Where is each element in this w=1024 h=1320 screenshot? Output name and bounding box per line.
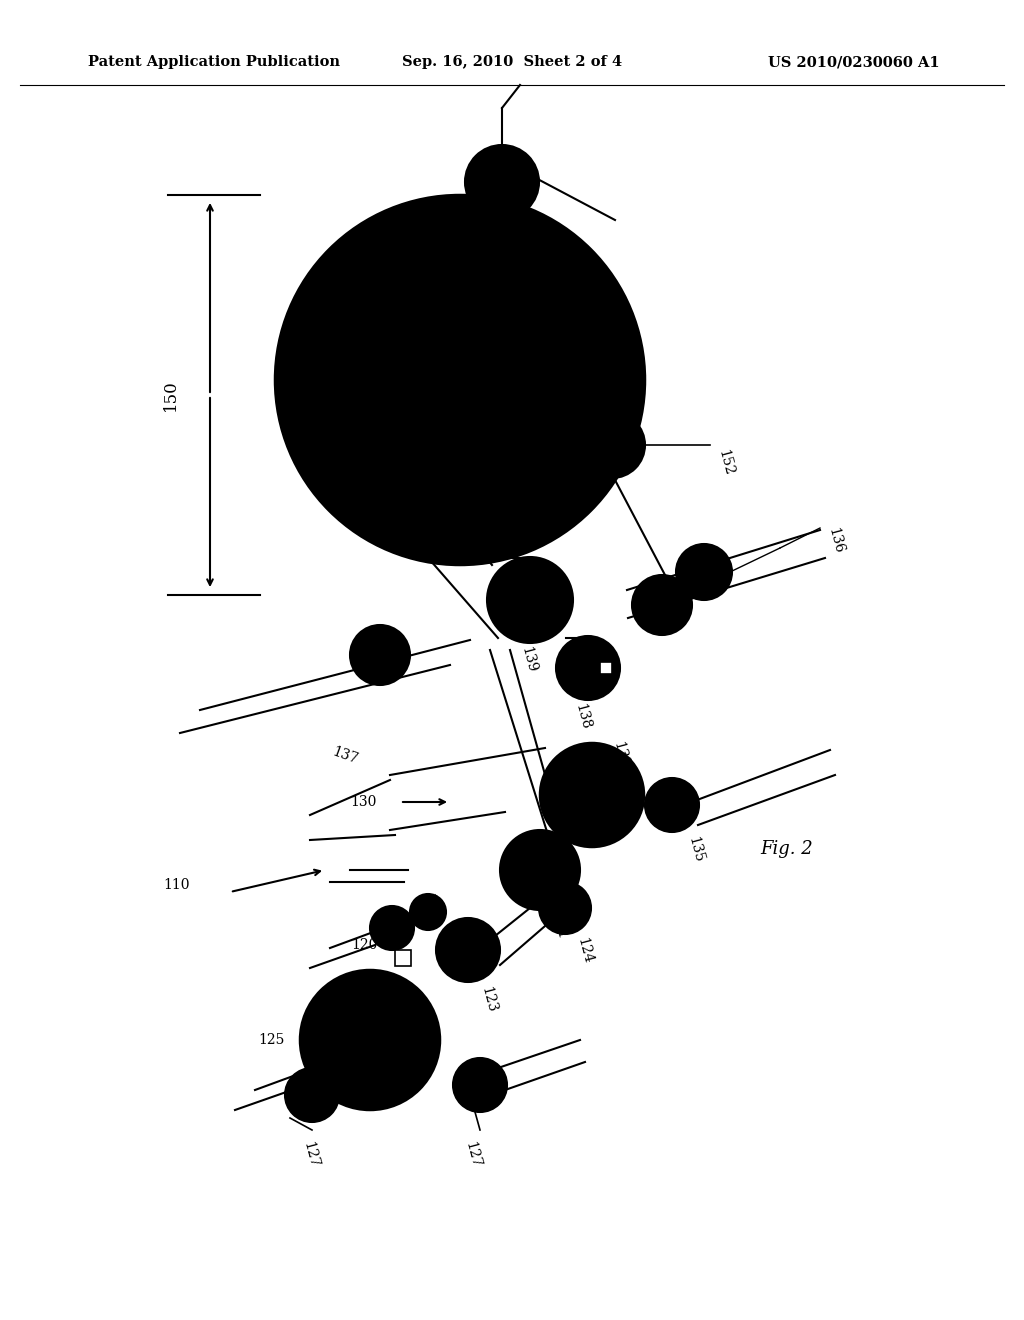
Bar — [395, 950, 411, 966]
Text: 127: 127 — [462, 1140, 482, 1170]
Circle shape — [540, 743, 644, 847]
Circle shape — [556, 636, 620, 700]
Text: 135: 135 — [685, 836, 706, 865]
Bar — [600, 663, 612, 675]
Circle shape — [632, 576, 692, 635]
Circle shape — [676, 544, 732, 601]
Text: 152: 152 — [715, 447, 735, 477]
Text: Fig. 2: Fig. 2 — [760, 840, 813, 858]
Text: 126: 126 — [420, 892, 440, 921]
Text: Sep. 16, 2010  Sheet 2 of 4: Sep. 16, 2010 Sheet 2 of 4 — [402, 55, 622, 69]
Circle shape — [370, 906, 414, 950]
Text: 131: 131 — [548, 912, 568, 941]
Text: 139: 139 — [518, 645, 539, 675]
Circle shape — [487, 557, 573, 643]
Circle shape — [465, 145, 539, 219]
Circle shape — [579, 412, 645, 478]
Text: 125: 125 — [259, 1034, 285, 1047]
Text: 127: 127 — [300, 1140, 321, 1170]
Circle shape — [645, 777, 699, 832]
Circle shape — [285, 1068, 339, 1122]
Text: 130: 130 — [350, 795, 377, 809]
Circle shape — [453, 1059, 507, 1111]
Text: 110: 110 — [164, 878, 190, 892]
Text: 124: 124 — [574, 936, 594, 965]
Text: 136: 136 — [825, 525, 846, 556]
Circle shape — [410, 894, 446, 931]
Text: 137: 137 — [330, 744, 359, 767]
Text: US 2010/0230060 A1: US 2010/0230060 A1 — [768, 55, 940, 69]
Text: 120: 120 — [351, 939, 378, 952]
Text: 132: 132 — [610, 741, 631, 770]
Circle shape — [275, 195, 645, 565]
Text: 138: 138 — [572, 702, 592, 731]
Text: Patent Application Publication: Patent Application Publication — [88, 55, 340, 69]
Text: 123: 123 — [478, 985, 499, 1014]
Circle shape — [500, 830, 580, 909]
Text: 122: 122 — [376, 908, 396, 937]
Circle shape — [436, 917, 500, 982]
Text: 150: 150 — [162, 379, 178, 411]
Circle shape — [350, 624, 410, 685]
Circle shape — [539, 882, 591, 935]
Circle shape — [300, 970, 440, 1110]
